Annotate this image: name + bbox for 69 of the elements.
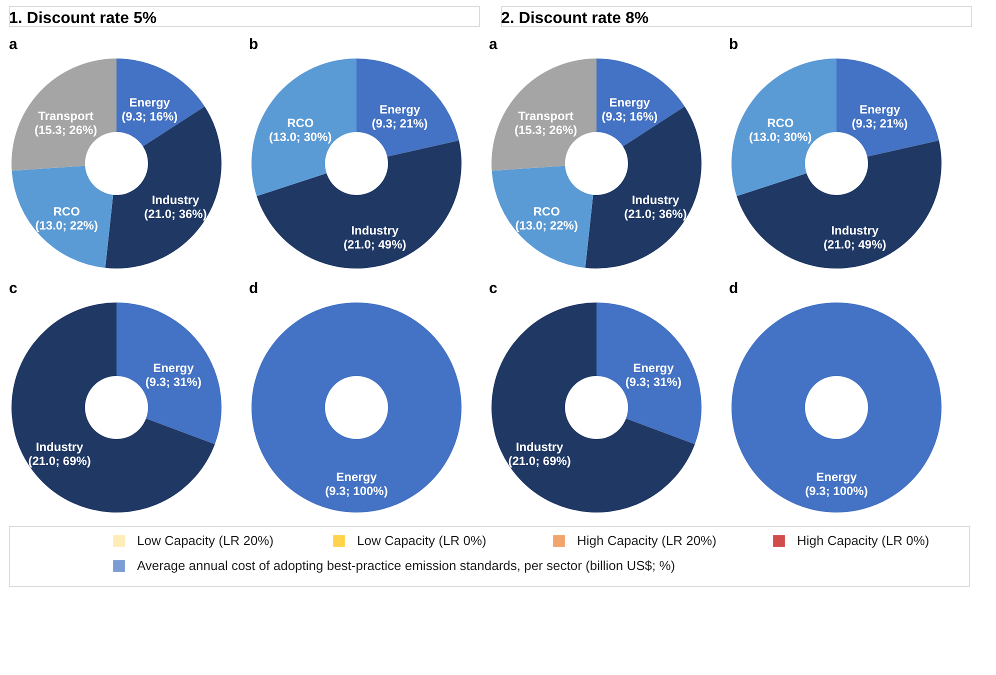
data-label: (21.0; 36%) (624, 206, 687, 221)
legend-label: High Capacity (LR 0%) (797, 533, 930, 548)
data-label: (13.0; 30%) (749, 130, 812, 144)
donut-slice (596, 302, 702, 444)
data-label: (21.0; 69%) (508, 454, 571, 468)
legend-label: High Capacity (LR 20%) (577, 533, 716, 548)
data-label: (15.3; 26%) (514, 123, 578, 138)
data-label: (21.0; 69%) (28, 454, 91, 468)
data-label: (9.3; 21%) (372, 116, 428, 130)
slice-label: RCO (767, 116, 794, 130)
slice-label: Energy (153, 360, 194, 375)
slice-label: Industry (152, 192, 200, 207)
donut-slice (492, 166, 594, 268)
data-label: (13.0; 22%) (515, 218, 578, 233)
slice-label: Industry (632, 192, 680, 207)
slice-label: Transport (38, 109, 94, 124)
slice-label: Energy (609, 96, 650, 110)
data-label: (9.3; 31%) (625, 374, 682, 389)
donut-slice (12, 302, 215, 512)
data-label: (21.0; 49%) (344, 237, 406, 252)
donut-slice (492, 302, 695, 512)
text: 1. Discount rate 5% (9, 10, 157, 27)
data-label: (9.3; 16%) (122, 110, 178, 124)
slice-label: Transport (518, 109, 574, 124)
slice-label: RCO (287, 116, 314, 130)
donut-slice (836, 58, 939, 157)
chart-title: c (9, 280, 18, 297)
donut-slice (492, 58, 596, 171)
slice-label: Energy (816, 470, 858, 484)
chart-title: b (729, 36, 738, 53)
data-label: (21.0; 49%) (824, 237, 886, 252)
data-label: (9.3; 100%) (805, 484, 868, 498)
data-label: (13.0; 22%) (35, 218, 98, 233)
slice-label: Industry (351, 223, 399, 238)
slice-label: Energy (859, 102, 900, 116)
donut-slice (116, 302, 222, 444)
slice-label: RCO (533, 204, 560, 219)
donut-slice (12, 58, 116, 171)
chart-title: d (729, 280, 738, 297)
data-label: (9.3; 16%) (602, 110, 658, 124)
slice-label: Energy (379, 102, 420, 116)
data-label: (9.3; 21%) (852, 116, 908, 130)
donut-slice (732, 58, 836, 196)
slice-label: Industry (516, 440, 564, 454)
text: 2. Discount rate 8% (501, 10, 649, 27)
legend-label: Average annual cost of adopting best-practice emission standards, per sector (billion US$; %) (137, 558, 676, 573)
donut-slice (356, 58, 459, 157)
slice-label: Industry (36, 440, 84, 454)
chart-title: c (489, 280, 498, 297)
donut-slice (12, 166, 114, 268)
data-label: (15.3; 26%) (34, 123, 98, 138)
data-label: (21.0; 36%) (144, 206, 207, 221)
chart-title: a (9, 36, 18, 53)
slice-label: Energy (129, 96, 170, 110)
slice-label: Industry (831, 223, 879, 238)
data-label: (9.3; 31%) (145, 374, 202, 389)
legend-label: Low Capacity (LR 0%) (357, 533, 486, 548)
chart-title: d (249, 280, 258, 297)
donut-slice (116, 58, 205, 146)
slice-label: Energy (633, 360, 674, 375)
legend-label: Low Capacity (LR 20%) (137, 533, 274, 548)
data-label: (13.0; 30%) (269, 130, 332, 144)
slice-label: RCO (53, 204, 80, 219)
donut-slice (252, 58, 356, 196)
chart-title: a (489, 36, 498, 53)
data-label: (9.3; 100%) (325, 484, 388, 498)
donut-slice (596, 58, 685, 146)
chart-title: b (249, 36, 258, 53)
slice-label: Energy (336, 470, 378, 484)
